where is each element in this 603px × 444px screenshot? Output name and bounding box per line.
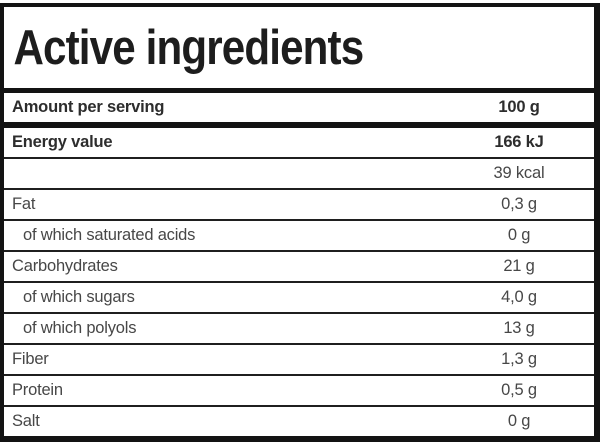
page-title: Active ingredients (13, 20, 364, 75)
row-label: Energy value (12, 133, 113, 151)
table-row: Energy value 166 kJ (4, 128, 594, 159)
table-row: Protein 0,5 g (4, 376, 594, 407)
row-value: 13 g (503, 319, 535, 337)
row-value: 0 g (507, 226, 531, 244)
row-value: 166 kJ (494, 133, 544, 151)
row-value: 1,3 g (501, 350, 537, 368)
row-label: Carbohydrates (12, 257, 118, 275)
table-row: Carbohydrates 21 g (4, 252, 594, 283)
row-label: Amount per serving (12, 98, 165, 116)
table-row: Fiber 1,3 g (4, 345, 594, 376)
table-row: of which saturated acids 0 g (4, 221, 594, 252)
row-label: Salt (12, 412, 40, 430)
table-row: Fat 0,3 g (4, 190, 594, 221)
table-row: of which sugars 4,0 g (4, 283, 594, 314)
table-row-amount-per-serving: Amount per serving 100 g (4, 93, 594, 128)
row-label: Protein (12, 381, 63, 399)
row-label: of which polyols (23, 319, 137, 337)
row-value: 0,5 g (501, 381, 537, 399)
table-body: Energy value 166 kJ 39 kcal Fat 0,3 g of… (4, 128, 594, 436)
row-label: of which sugars (23, 288, 135, 306)
row-value: 4,0 g (501, 288, 537, 306)
table-row: Salt 0 g (4, 407, 594, 436)
row-value: 0 g (507, 412, 531, 430)
row-label: of which saturated acids (23, 226, 196, 244)
row-value: 21 g (503, 257, 535, 275)
row-label: Fiber (12, 350, 49, 368)
row-value: 39 kcal (493, 164, 545, 182)
row-value: 100 g (498, 98, 540, 116)
row-label: Fat (12, 195, 36, 213)
panel-header: Active ingredients (4, 7, 594, 93)
table-row: of which polyols 13 g (4, 314, 594, 345)
row-value: 0,3 g (501, 195, 537, 213)
table-row: 39 kcal (4, 159, 594, 190)
nutrition-panel: Active ingredients Amount per serving 10… (0, 3, 600, 442)
